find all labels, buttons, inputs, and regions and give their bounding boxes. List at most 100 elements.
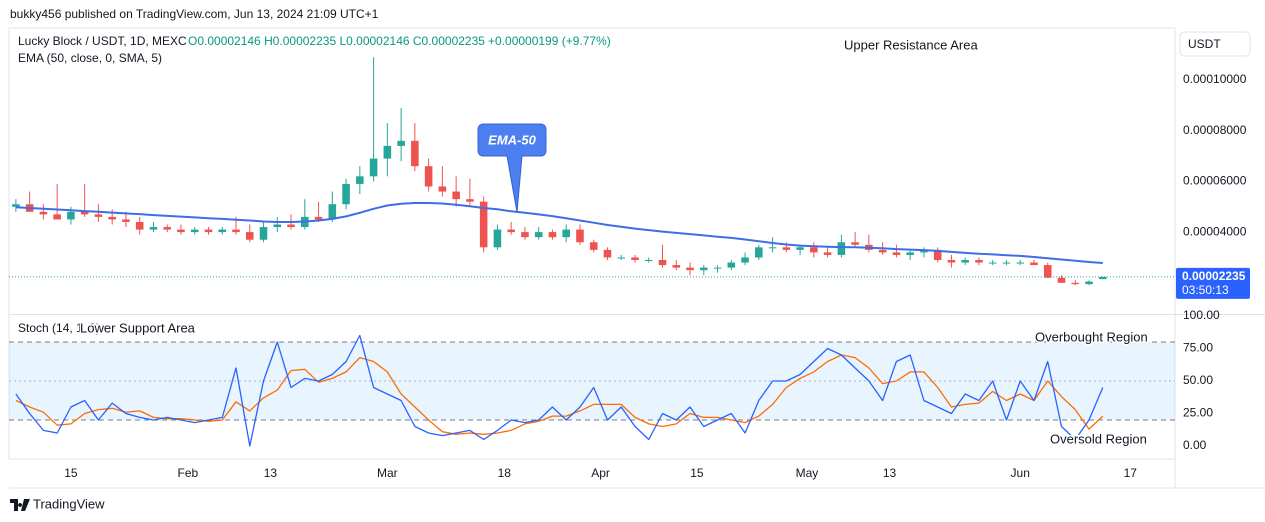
symbol-legend: Lucky Block / USDT, 1D, MEXC	[18, 34, 187, 48]
panes-frame	[8, 27, 1265, 489]
currency-button-frame[interactable]	[1179, 31, 1251, 57]
candle-body	[644, 260, 653, 262]
candle-body	[190, 229, 199, 233]
candle-body	[988, 262, 997, 264]
last-price-label: 0.00002235	[1182, 269, 1246, 283]
candle-body	[245, 232, 254, 240]
candle-body	[1071, 282, 1080, 285]
candle-body	[906, 252, 914, 255]
candle-body	[521, 232, 529, 238]
candle-body	[80, 211, 89, 215]
stoch-tick-label: 75.00	[1183, 341, 1213, 355]
x-tick-label: Feb	[178, 466, 199, 480]
candle-body	[177, 229, 185, 233]
candle-body	[122, 219, 130, 222]
x-tick-label: Jun	[1011, 466, 1030, 480]
candle-body	[39, 211, 48, 215]
stoch-background	[9, 341, 1175, 421]
stoch-tick-label: 50.00	[1183, 373, 1213, 387]
overbought-label: Overbought Region	[1035, 329, 1148, 344]
candle-body	[947, 260, 956, 263]
candle-body	[424, 166, 433, 187]
ema-legend: EMA (50, close, 0, SMA, 5)	[18, 51, 162, 65]
candle-body	[204, 229, 213, 233]
candle-body	[837, 242, 846, 255]
y-tick-label: 0.00008000	[1183, 123, 1247, 137]
candle-body	[1098, 276, 1107, 280]
candle-body	[108, 216, 116, 220]
candle-body	[397, 140, 405, 146]
ohlc-legend: O0.00002146 H0.00002235 L0.00002146 C0.0…	[188, 34, 485, 48]
candle-body	[438, 186, 447, 192]
x-tick-label: 13	[883, 466, 897, 480]
candle-body	[342, 183, 350, 205]
candle-body	[67, 211, 75, 220]
y-tick-label: 0.00010000	[1183, 72, 1247, 86]
callout-bubble	[477, 123, 547, 213]
candle-body	[507, 229, 515, 233]
candle-body	[493, 229, 502, 248]
candle-body	[878, 249, 887, 253]
candle-body	[576, 229, 584, 243]
candle-body	[259, 227, 268, 240]
candle-body	[920, 249, 928, 253]
stoch-tick-label: 100.00	[1183, 308, 1220, 322]
y-tick-label: 0.00004000	[1183, 224, 1247, 238]
candle-body	[1016, 262, 1025, 264]
candle-body	[411, 140, 419, 167]
candle-body	[892, 252, 901, 255]
candle-body	[94, 214, 103, 217]
candle-body	[933, 249, 942, 261]
candle-body	[658, 260, 667, 266]
candle-body	[782, 247, 791, 250]
upper-resistance-label: Upper Resistance Area	[844, 37, 978, 52]
candle-body	[810, 247, 818, 253]
candle-body	[383, 145, 392, 159]
marks: 0.00010000 0.00008000 0.00006000 0.00004000…	[9, 57, 1250, 480]
candle-body	[823, 252, 832, 255]
x-tick-label: 17	[1124, 466, 1138, 480]
stoch-k-line	[15, 334, 1104, 447]
candle-body	[328, 204, 337, 220]
candle-body	[961, 260, 969, 263]
ema-line	[15, 202, 1103, 264]
candle-body	[369, 158, 378, 177]
x-tick-label: Mar	[377, 466, 398, 480]
callout-text: EMA-50	[488, 132, 536, 147]
footer-logo	[10, 499, 30, 511]
candle-body	[314, 216, 323, 220]
x-tick-label: 13	[264, 466, 278, 480]
candle-body	[700, 267, 708, 271]
candle-body	[617, 257, 626, 259]
change-legend: +0.00000199 (+9.77%)	[488, 34, 611, 48]
candle-body	[466, 199, 474, 202]
currency-button[interactable]: USDT	[1179, 31, 1251, 57]
candle-body	[287, 224, 295, 228]
lower-support-label: Lower Support Area	[80, 320, 196, 335]
candle-body	[589, 242, 598, 250]
candle-body	[727, 262, 736, 268]
candle-body	[975, 260, 983, 263]
candle-body	[768, 247, 777, 249]
candle-body	[1057, 277, 1066, 283]
candle-body	[1030, 262, 1038, 266]
candle-body	[479, 201, 488, 248]
candle-body	[149, 227, 158, 230]
candle-body	[273, 224, 282, 228]
candle-body	[163, 227, 172, 230]
stoch-tick-label: 25.00	[1183, 406, 1213, 420]
y-tick-label: 0.00006000	[1183, 174, 1247, 188]
currency-button-text[interactable]: USDT	[1188, 37, 1221, 51]
candle-body	[851, 242, 859, 245]
candle-body	[755, 247, 763, 258]
candle-body	[548, 232, 557, 238]
candle-body	[356, 176, 364, 184]
x-tick-label: May	[796, 466, 819, 480]
candle-body	[534, 232, 543, 238]
candle-body	[603, 249, 612, 258]
candle-body	[232, 229, 240, 233]
x-tick-label: 15	[64, 466, 78, 480]
stoch-d-line	[15, 354, 1104, 435]
